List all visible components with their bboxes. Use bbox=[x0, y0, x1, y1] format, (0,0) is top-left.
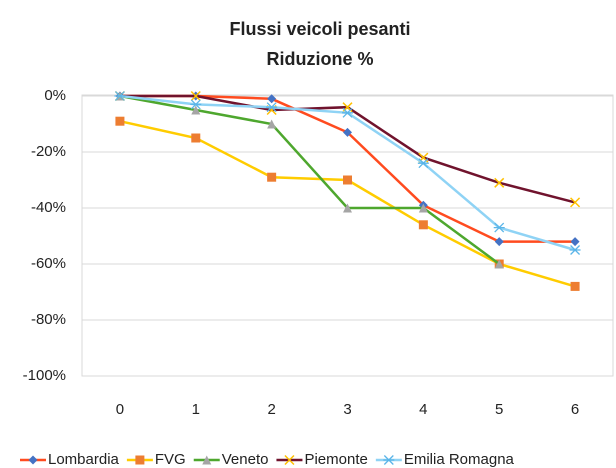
marker bbox=[494, 177, 505, 188]
y-tick-label: 0% bbox=[44, 87, 66, 104]
marker bbox=[418, 203, 428, 213]
marker bbox=[569, 245, 581, 255]
marker bbox=[570, 197, 581, 208]
series-line bbox=[119, 94, 500, 266]
x-tick-label: 0 bbox=[116, 401, 124, 418]
marker bbox=[343, 175, 352, 185]
marker bbox=[493, 222, 505, 233]
plot-border bbox=[81, 94, 614, 377]
marker bbox=[570, 237, 580, 247]
marker bbox=[28, 455, 38, 465]
legend-label: Piemonte bbox=[304, 451, 367, 468]
marker bbox=[190, 90, 201, 102]
marker bbox=[267, 94, 277, 104]
marker bbox=[343, 127, 352, 137]
marker bbox=[190, 99, 202, 110]
legend-label: Emilia Romagna bbox=[404, 451, 515, 468]
y-tick-label: -60% bbox=[31, 255, 66, 272]
y-tick-label: -100% bbox=[23, 367, 66, 384]
marker bbox=[191, 133, 201, 143]
y-tick-label: -40% bbox=[31, 199, 66, 216]
legend-label: Veneto bbox=[222, 451, 269, 468]
marker bbox=[114, 91, 126, 101]
y-tick-label: -80% bbox=[31, 311, 66, 328]
marker bbox=[266, 102, 278, 113]
series-line bbox=[119, 94, 576, 252]
marker bbox=[418, 220, 428, 230]
marker bbox=[343, 203, 352, 213]
marker bbox=[202, 455, 212, 465]
marker bbox=[570, 281, 580, 291]
marker bbox=[191, 105, 201, 115]
x-tick-label: 3 bbox=[343, 401, 351, 418]
marker bbox=[417, 158, 429, 169]
marker bbox=[494, 237, 504, 247]
x-tick-label: 1 bbox=[192, 401, 200, 418]
legend-label: Lombardia bbox=[48, 451, 120, 468]
series-line bbox=[119, 94, 576, 243]
chart-subtitle: Riduzione % bbox=[267, 49, 374, 69]
marker bbox=[267, 172, 277, 182]
marker bbox=[267, 119, 277, 129]
y-tick-label: -20% bbox=[31, 143, 66, 160]
marker bbox=[383, 455, 395, 465]
chart-title: Flussi veicoli pesanti bbox=[229, 19, 410, 39]
x-tick-label: 6 bbox=[571, 401, 579, 418]
x-tick-label: 5 bbox=[495, 401, 503, 418]
marker bbox=[135, 455, 145, 465]
x-tick-label: 2 bbox=[267, 401, 275, 418]
legend-label: FVG bbox=[155, 451, 186, 468]
x-tick-label: 4 bbox=[419, 401, 427, 418]
marker bbox=[284, 454, 295, 466]
marker bbox=[115, 116, 125, 126]
marker bbox=[342, 107, 353, 118]
marker bbox=[494, 259, 504, 269]
